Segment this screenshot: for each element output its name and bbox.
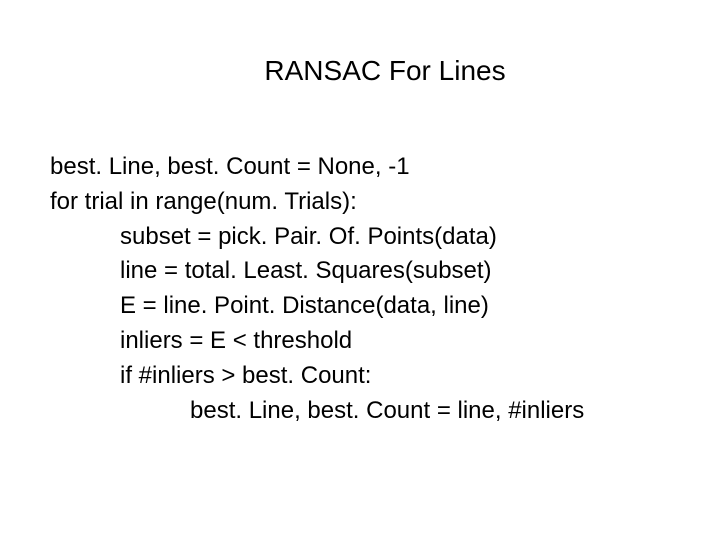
code-line: E = line. Point. Distance(data, line) xyxy=(50,289,584,324)
code-line: best. Line, best. Count = None, -1 xyxy=(50,150,584,185)
code-line: if #inliers > best. Count: xyxy=(50,359,584,394)
pseudocode-block: best. Line, best. Count = None, -1 for t… xyxy=(50,150,584,428)
code-line: best. Line, best. Count = line, #inliers xyxy=(50,394,584,429)
code-line: subset = pick. Pair. Of. Points(data) xyxy=(50,220,584,255)
slide-title: RANSAC For Lines xyxy=(0,0,720,87)
code-line: inliers = E < threshold xyxy=(50,324,584,359)
code-line: for trial in range(num. Trials): xyxy=(50,185,584,220)
code-line: line = total. Least. Squares(subset) xyxy=(50,254,584,289)
